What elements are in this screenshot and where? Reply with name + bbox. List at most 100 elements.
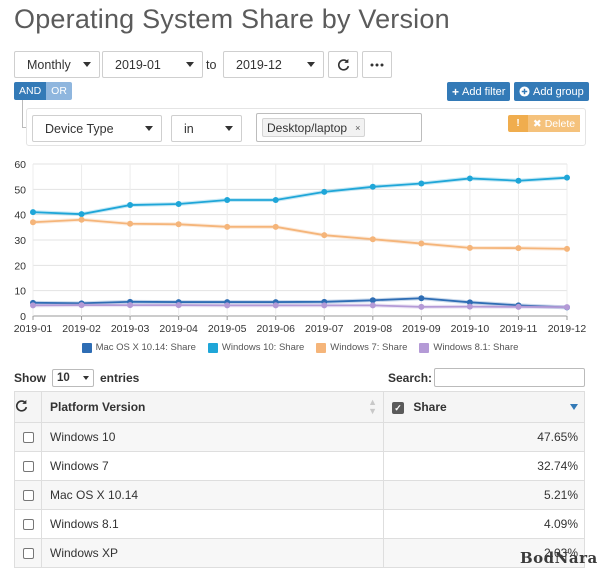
data-point: [30, 302, 36, 309]
header-refresh-cell[interactable]: [14, 391, 42, 423]
value-tag-label: Desktop/laptop: [267, 120, 348, 135]
value-tag: Desktop/laptop ×: [262, 118, 366, 137]
period-select[interactable]: Monthly: [14, 51, 100, 78]
legend-item[interactable]: Mac OS X 10.14: Share: [81, 342, 196, 353]
add-filter-button[interactable]: + Add filter: [447, 82, 511, 101]
platform-cell: Windows 7: [41, 451, 384, 481]
header-share-label: Share: [413, 400, 447, 414]
ellipsis-icon: [370, 63, 384, 66]
entries-select[interactable]: 10: [52, 369, 94, 387]
legend-item[interactable]: Windows 10: Share: [207, 342, 305, 353]
data-point: [418, 295, 425, 302]
search-input[interactable]: [434, 368, 585, 387]
series-line: [32, 304, 568, 309]
data-point: [224, 196, 231, 203]
refresh-button[interactable]: [328, 51, 358, 78]
or-button[interactable]: OR: [46, 82, 72, 100]
y-tick-label: 20: [14, 260, 26, 272]
data-point: [78, 302, 85, 309]
info-icon: !: [516, 118, 520, 129]
header-platform-label: Platform Version: [50, 400, 146, 414]
row-checkbox-cell: [14, 538, 42, 568]
delete-rule-button[interactable]: ! ✖ Delete: [508, 115, 580, 132]
add-group-label: Add group: [533, 85, 584, 98]
data-point: [272, 302, 279, 309]
chevron-down-icon: [145, 126, 153, 131]
data-point: [321, 188, 328, 195]
and-or-toggle: AND OR: [14, 82, 72, 100]
chevron-down-icon: [83, 376, 89, 380]
more-options-button[interactable]: [362, 51, 392, 78]
table-row: Mac OS X 10.14 5.21%: [14, 480, 585, 510]
x-tick-label: 2019-12: [548, 323, 587, 335]
entries-control: Show 10 entries: [14, 369, 139, 387]
row-checkbox[interactable]: [22, 519, 34, 531]
row-checkbox[interactable]: [22, 432, 34, 444]
platform-cell: Windows 8.1: [41, 509, 384, 539]
series-line: [32, 218, 568, 250]
legend-swatch: [207, 342, 218, 353]
data-point: [369, 297, 376, 304]
table-row: Windows 10 47.65%: [14, 422, 585, 452]
watermark-logo: BodNara: [520, 549, 598, 567]
data-point: [321, 302, 328, 309]
data-point: [466, 175, 473, 182]
legend-item[interactable]: Windows 8.1: Share: [419, 342, 518, 353]
operator-select[interactable]: in: [171, 115, 242, 142]
x-tick-label: 2019-10: [451, 323, 490, 335]
delete-label: Delete: [544, 117, 576, 130]
header-platform[interactable]: Platform Version ▲ ▼: [41, 391, 384, 423]
header-share[interactable]: ✓ Share: [383, 391, 585, 423]
row-checkbox[interactable]: [22, 490, 34, 502]
legend-label: Windows 8.1: Share: [433, 342, 519, 353]
x-tick-label: 2019-05: [208, 323, 247, 335]
legend-label: Windows 10: Share: [221, 342, 305, 353]
checkbox-checked-icon[interactable]: ✓: [392, 402, 404, 414]
data-point: [564, 174, 570, 181]
field-select[interactable]: Device Type: [32, 115, 162, 142]
table-row: Windows 7 32.74%: [14, 451, 585, 481]
data-point: [369, 236, 376, 243]
data-point: [30, 209, 36, 216]
legend-swatch: [316, 342, 327, 353]
data-point: [515, 177, 522, 184]
x-tick-label: 2019-08: [354, 323, 393, 335]
data-point: [515, 245, 522, 252]
tag-remove-icon[interactable]: ×: [355, 122, 361, 133]
row-checkbox[interactable]: [22, 548, 34, 560]
date-from-value: 2019-01: [115, 57, 161, 72]
sort-desc-icon: [570, 404, 578, 410]
x-tick-label: 2019-11: [500, 323, 538, 335]
add-group-button[interactable]: Add group: [514, 82, 589, 101]
legend-item[interactable]: Windows 7: Share: [316, 342, 407, 353]
share-cell: 47.65%: [383, 422, 585, 452]
series-line: [32, 297, 568, 309]
date-to-select[interactable]: 2019-12: [223, 51, 324, 78]
share-cell: 5.21%: [383, 480, 585, 510]
date-from-select[interactable]: 2019-01: [102, 51, 203, 78]
sort-icon: ▲ ▼: [368, 397, 377, 416]
data-point: [272, 223, 279, 230]
refresh-icon[interactable]: [15, 399, 28, 412]
header-share-wrap: ✓ Share: [392, 400, 447, 414]
data-point: [418, 240, 425, 247]
row-checkbox[interactable]: [22, 461, 34, 473]
refresh-icon: [337, 58, 349, 71]
entries-label: entries: [100, 371, 140, 385]
data-point: [466, 299, 473, 306]
data-point: [466, 244, 473, 251]
and-button[interactable]: AND: [14, 82, 47, 100]
value-tag-input[interactable]: Desktop/laptop ×: [256, 113, 422, 142]
data-point: [78, 216, 85, 223]
data-point: [175, 221, 182, 228]
delete-button-inner: ✖ Delete: [528, 115, 580, 132]
plus-icon: +: [452, 84, 460, 99]
chevron-down-icon: [307, 62, 315, 67]
y-tick-label: 50: [14, 184, 26, 196]
data-point: [175, 302, 182, 309]
data-point: [418, 180, 425, 187]
legend-swatch: [81, 342, 92, 353]
data-point: [224, 223, 231, 230]
data-point: [224, 302, 231, 309]
platform-cell: Windows 10: [41, 422, 384, 452]
